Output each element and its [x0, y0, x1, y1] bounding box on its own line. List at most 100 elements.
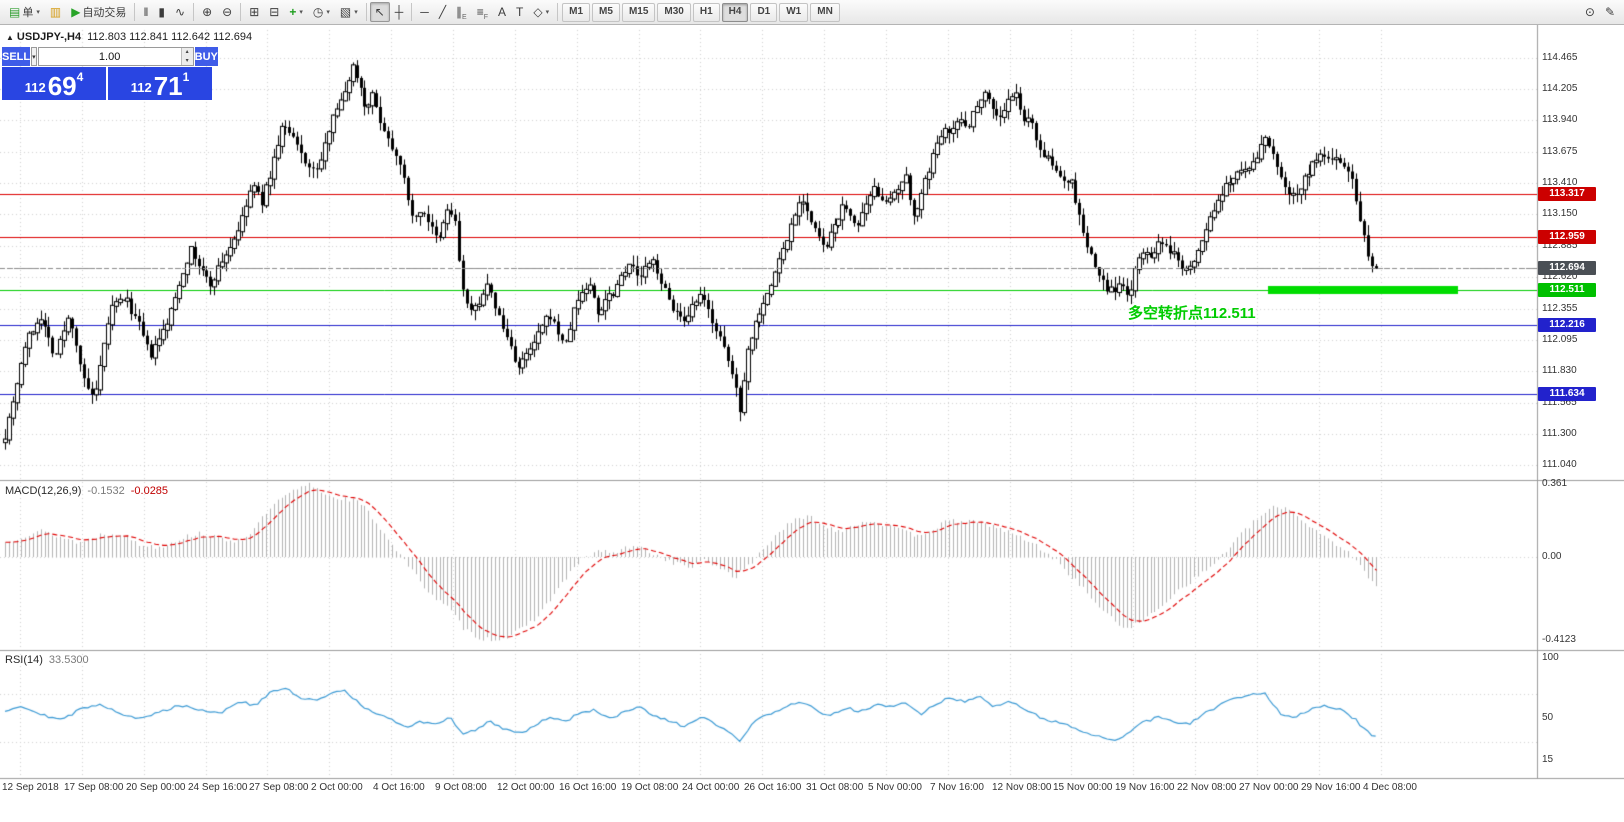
time-axis-label: 27 Nov 00:00 — [1239, 782, 1299, 793]
autotrading-button[interactable]: ▶ 自动交易 — [66, 2, 131, 22]
toolbar-right-group: ⊙ ✎ — [1580, 2, 1620, 22]
timeframe-m5-button[interactable]: M5 — [592, 2, 620, 22]
timeframe-d1-button[interactable]: D1 — [750, 2, 778, 22]
new-order-button[interactable]: ▤ 单 ▾ — [4, 2, 45, 22]
timeframe-h1-button[interactable]: H1 — [692, 2, 720, 22]
chart-ohlc: 112.803 112.841 112.642 112.694 — [87, 31, 253, 43]
time-axis-label: 22 Nov 08:00 — [1177, 782, 1237, 793]
cursor-icon: ↖ — [374, 5, 385, 19]
arrows-icon: ◇ — [533, 5, 543, 19]
zoom-out-icon: ⊖ — [222, 5, 233, 19]
time-axis-label: 16 Oct 16:00 — [559, 782, 617, 793]
volume-input[interactable] — [38, 48, 181, 65]
timeframe-mn-button[interactable]: MN — [810, 2, 840, 22]
buy-price-button[interactable]: 112 71 1 — [108, 67, 212, 100]
buy-price-base: 112 — [130, 80, 152, 96]
price-scale-label: 113.675 — [1542, 146, 1578, 157]
chart-symbol: USDJPY-,H4 — [16, 31, 82, 43]
zoom-in-icon: ⊕ — [202, 5, 213, 19]
time-axis[interactable]: 12 Sep 2018 17 Sep 08:00 20 Sep 00:00 24 Se… — [0, 778, 1537, 800]
bar-chart-icon: ‖ — [143, 5, 149, 19]
price-scale-label: 113.410 — [1542, 177, 1578, 188]
period-button[interactable]: ◷ ▾ — [308, 2, 335, 22]
price-level-tag: 112.511 — [1538, 283, 1596, 297]
bar-chart-button[interactable]: ‖ — [138, 2, 153, 22]
toolbar-separator — [193, 3, 195, 21]
crosshair-icon: ┼ — [394, 5, 404, 19]
toolbar-separator — [240, 3, 242, 21]
time-axis-label: 5 Nov 00:00 — [868, 782, 922, 793]
toolbar-separator — [365, 3, 367, 21]
crosshair-button[interactable]: ┼ — [390, 2, 409, 22]
text-button[interactable]: A — [493, 2, 511, 22]
charts-button[interactable]: ▥ — [45, 2, 66, 22]
fibonacci-button[interactable]: ≡ F — [472, 2, 493, 22]
timeframe-m30-button[interactable]: M30 — [657, 2, 691, 22]
channel-button[interactable]: ∥ E — [451, 2, 472, 22]
macd-value-main: -0.1532 — [87, 485, 125, 497]
hline-button[interactable]: ─ — [415, 2, 434, 22]
edit-button[interactable]: ✎ — [1600, 2, 1620, 22]
time-axis-label: 17 Sep 08:00 — [64, 782, 124, 793]
search-icon: ⊙ — [1584, 5, 1595, 19]
arrange-windows-icon: ⊟ — [269, 5, 280, 19]
rsi-pane-label: RSI(14) 33.5300 — [5, 654, 89, 666]
price-level-tag: 112.959 — [1538, 230, 1596, 244]
panel-toggle-icon[interactable]: ▲ — [6, 33, 14, 42]
trendline-button[interactable]: ╱ — [434, 2, 451, 22]
charts-icon: ▥ — [49, 5, 62, 19]
zoom-in-button[interactable]: ⊕ — [197, 2, 217, 22]
sell-button[interactable]: SELL — [2, 47, 31, 66]
volume-dropdown[interactable]: ▾ — [31, 47, 37, 66]
timeframe-m1-button[interactable]: M1 — [562, 2, 591, 22]
price-scale-label: 111.565 — [1542, 397, 1577, 408]
price-level-tag: 111.634 — [1538, 387, 1596, 401]
macd-value-signal: -0.0285 — [130, 485, 169, 497]
add-indicator-icon: + — [289, 5, 297, 19]
timeframe-w1-button[interactable]: W1 — [779, 2, 809, 22]
time-axis-label: 12 Nov 08:00 — [992, 782, 1052, 793]
zoom-out-button[interactable]: ⊖ — [217, 2, 237, 22]
cursor-button[interactable]: ↖ — [369, 2, 390, 22]
chart-title-bar: ▲ USDJPY-,H4 112.803 112.841 112.642 112.6… — [6, 31, 252, 43]
line-chart-icon: ∿ — [175, 5, 186, 19]
buy-button[interactable]: BUY — [194, 47, 218, 66]
price-level-tag: 113.317 — [1538, 187, 1596, 201]
rsi-scale-label: 50 — [1542, 712, 1554, 723]
chart-canvas[interactable] — [0, 25, 1624, 800]
new-order-icon: ▤ — [9, 5, 21, 19]
label-button[interactable]: T — [511, 2, 528, 22]
tile-windows-button[interactable]: ⊞ — [244, 2, 264, 22]
arrows-button[interactable]: ◇ ▾ — [528, 2, 554, 22]
template-button[interactable]: ▧ ▾ — [335, 2, 363, 22]
add-indicator-button[interactable]: + ▾ — [284, 2, 308, 22]
main-toolbar: ▤ 单 ▾ ▥ ▶ 自动交易 ‖ ▮ ∿ ⊕ ⊖ ⊞ ⊟ + ▾ ◷ ▾ ▧ ▾ ↖ ┼ ─ ╱ ∥ E ≡ F A T ◇ ▾ M1 M5 M1… — [0, 0, 1624, 25]
label-icon: T — [516, 5, 524, 19]
time-axis-label: 9 Oct 08:00 — [435, 782, 487, 793]
candlestick-button[interactable]: ▮ — [153, 2, 170, 22]
time-axis-label: 24 Oct 00:00 — [682, 782, 740, 793]
sell-price-base: 112 — [24, 80, 46, 96]
time-axis-label: 12 Oct 00:00 — [497, 782, 555, 793]
chart-annotation-text[interactable]: 多空转折点112.511 — [1128, 305, 1256, 322]
macd-scale-label: -0.4123 — [1542, 634, 1576, 645]
sell-price-button[interactable]: 112 69 4 — [2, 67, 106, 100]
line-chart-button[interactable]: ∿ — [170, 2, 190, 22]
period-icon: ◷ — [312, 5, 324, 19]
edit-icon: ✎ — [1604, 5, 1615, 19]
time-axis-label: 20 Sep 00:00 — [126, 782, 186, 793]
timeframe-h4-button[interactable]: H4 — [721, 2, 749, 22]
price-level-tag: 112.694 — [1538, 261, 1596, 275]
new-order-button-label: 单 — [22, 7, 34, 19]
volume-down-icon[interactable]: ▾ — [181, 56, 193, 65]
search-button[interactable]: ⊙ — [1580, 2, 1600, 22]
macd-pane-label: MACD(12,26,9) -0.1532 -0.0285 — [5, 485, 168, 497]
chevron-down-icon: ▾ — [36, 9, 40, 16]
price-scale[interactable]: 114.465 114.205 113.940 113.675 113.410 113.1… — [1537, 25, 1624, 800]
price-scale-label: 112.095 — [1542, 334, 1578, 345]
volume-up-icon[interactable]: ▴ — [181, 48, 193, 57]
chevron-down-icon: ▾ — [354, 9, 358, 16]
arrange-windows-button[interactable]: ⊟ — [264, 2, 284, 22]
timeframe-m15-button[interactable]: M15 — [621, 2, 656, 22]
